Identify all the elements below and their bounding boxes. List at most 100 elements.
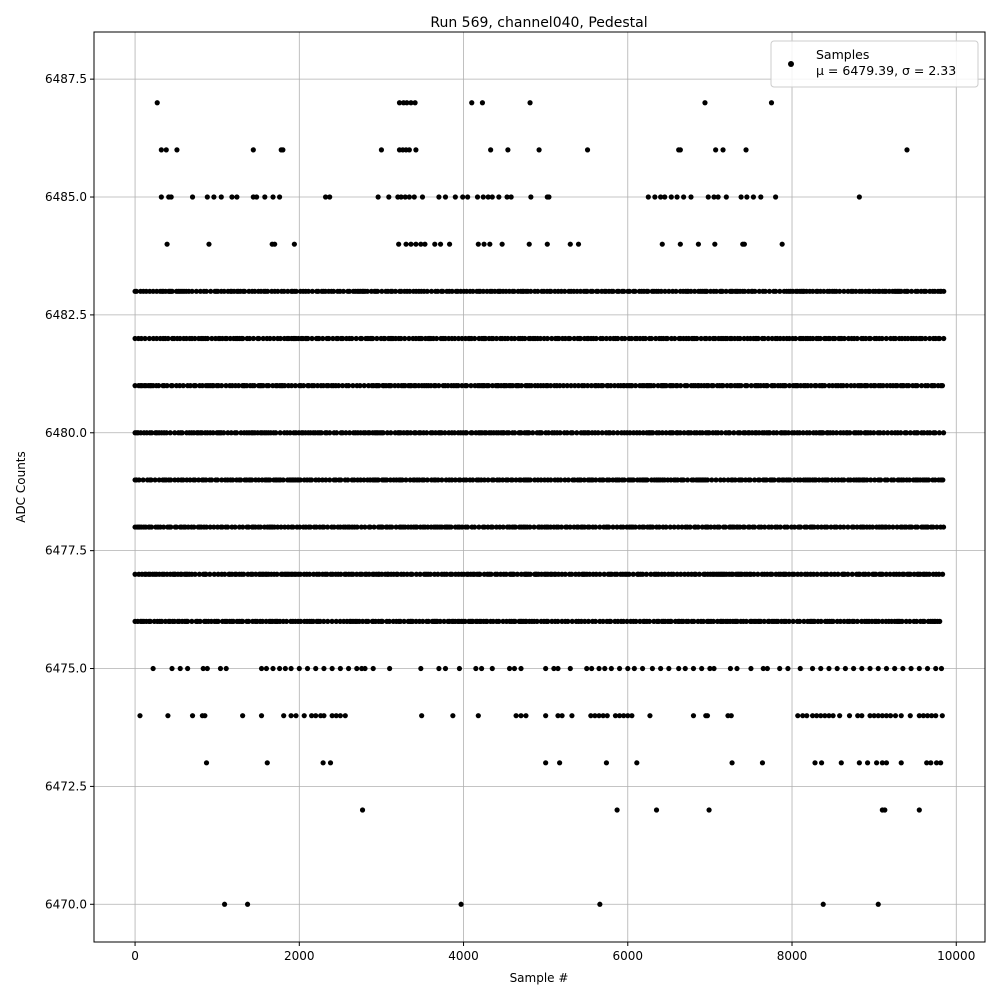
data-point [731,430,737,436]
data-point [907,713,913,719]
data-point [270,194,276,200]
data-point [568,383,574,389]
data-point [577,335,584,342]
y-tick-label: 6477.5 [45,544,87,558]
data-point [154,100,160,106]
data-point [727,430,733,436]
data-point [266,383,272,389]
data-point [718,430,725,436]
data-point [195,477,202,483]
data-point [343,430,349,436]
data-point [470,288,476,294]
data-point [273,430,279,436]
data-point [894,524,900,530]
data-point [717,477,724,483]
data-point [439,477,445,483]
data-point [625,665,631,672]
data-point [424,430,430,436]
data-point [172,430,178,436]
data-point [489,524,496,530]
data-point [511,571,517,577]
data-point [177,383,183,389]
data-point [262,194,268,200]
data-point [834,665,840,672]
data-point [324,571,330,577]
data-point [443,571,450,577]
data-point [413,241,419,247]
data-point [375,194,381,200]
data-point [318,430,324,436]
data-point [296,665,302,672]
data-point [832,335,838,342]
data-point [621,477,627,483]
data-point [606,524,612,530]
data-point [556,335,562,342]
data-point [597,901,603,907]
data-point [133,288,140,294]
data-point [402,194,408,200]
grid-lines [94,32,985,942]
legend: Samples μ = 6479.39, σ = 2.33 [770,40,979,88]
data-point [204,194,210,200]
data-point [662,571,668,577]
data-point [867,665,873,672]
data-point [568,571,575,577]
data-point [156,383,162,389]
data-point [593,335,599,342]
data-point [929,713,935,719]
data-point [738,194,744,200]
data-point [464,430,470,436]
data-point [675,524,681,530]
data-point [908,665,914,672]
data-point [271,335,277,342]
data-point [408,241,414,247]
data-point [684,477,691,483]
data-point [442,194,449,200]
data-point [164,383,170,389]
data-point [817,335,823,342]
data-point [600,383,606,389]
data-point [474,194,481,200]
data-point [464,383,470,389]
data-point [751,571,757,577]
data-point [592,618,599,624]
data-point [589,288,596,294]
data-point [197,618,203,624]
data-point [906,383,912,389]
data-point [790,618,796,624]
data-point [180,477,186,483]
data-point [149,430,155,436]
data-point [866,571,872,577]
data-point [658,288,664,294]
data-point [786,383,793,389]
data-point [830,618,836,624]
data-point [833,524,840,530]
data-point [200,665,206,672]
data-point [401,618,407,624]
data-point [330,335,336,342]
data-point [705,194,711,200]
data-point [203,288,209,294]
data-point [485,477,491,483]
data-point [792,335,799,342]
data-point [196,571,202,577]
data-point [820,901,826,907]
data-point [364,288,370,294]
data-point [207,571,213,577]
data-point [905,288,911,294]
data-point [875,713,881,719]
data-point [764,383,770,389]
data-point [837,713,843,719]
data-point [597,524,603,530]
data-point [308,477,315,483]
data-point [920,713,927,719]
data-point [375,477,381,483]
data-point [274,571,280,577]
data-point [614,807,620,813]
data-point [412,100,418,106]
data-point [387,665,393,672]
data-point [924,665,931,672]
data-point [595,430,601,436]
data-point [321,713,327,719]
data-point [428,288,435,294]
